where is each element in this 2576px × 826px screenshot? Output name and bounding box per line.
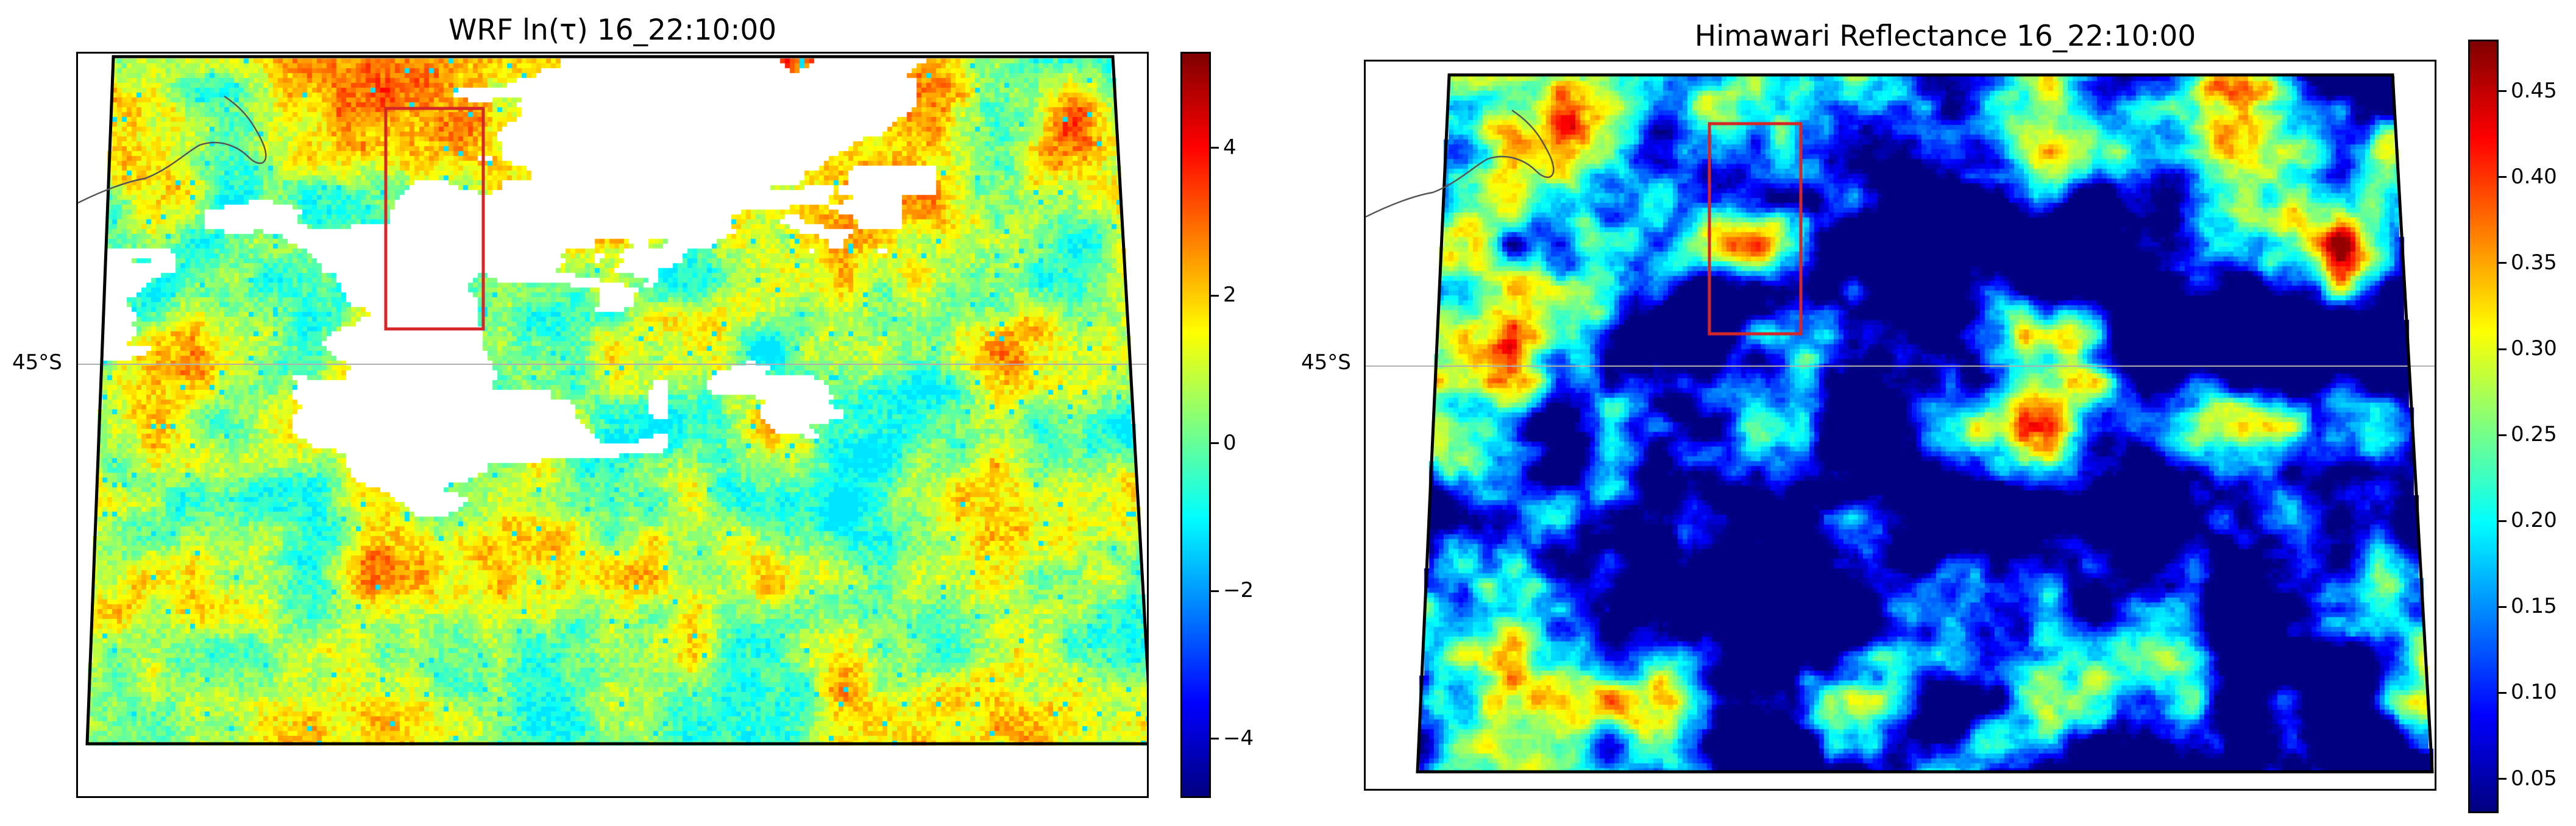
colorbar-tick-mark <box>1210 738 1219 740</box>
left-map-plot <box>76 52 1149 798</box>
colorbar-tick-mark <box>2498 90 2507 93</box>
colorbar-tick-mark <box>1210 294 1219 297</box>
left-panel-title: WRF ln(τ) 16_22:10:00 <box>448 13 777 47</box>
colorbar-tick-label: 0 <box>1223 430 1237 455</box>
colorbar-tick-label: 0.15 <box>2511 594 2557 619</box>
left-colorbar-gradient <box>1182 54 1209 796</box>
colorbar-tick-mark <box>2498 262 2507 264</box>
right-colorbar <box>2468 40 2499 813</box>
colorbar-tick-label: 2 <box>1223 283 1237 308</box>
coastline <box>1366 109 1555 218</box>
right-lat-label: 45°S <box>1301 350 1351 375</box>
colorbar-tick-label: 0.45 <box>2511 78 2557 103</box>
coastline <box>78 95 267 204</box>
highlight-region-box <box>384 107 485 331</box>
colorbar-tick-mark <box>2498 176 2507 178</box>
right-heatmap-field <box>1366 62 2435 789</box>
colorbar-tick-label: 0.05 <box>2511 766 2557 791</box>
colorbar-tick-mark <box>1210 147 1219 149</box>
colorbar-tick-label: 0.35 <box>2511 250 2557 275</box>
left-colorbar <box>1180 52 1211 798</box>
colorbar-tick-mark <box>1210 442 1219 445</box>
colorbar-tick-mark <box>1210 590 1219 592</box>
model-domain-outline <box>85 55 1147 746</box>
right-map-plot <box>1364 60 2436 791</box>
colorbar-tick-label: 0.10 <box>2511 680 2557 705</box>
colorbar-tick-mark <box>2498 605 2507 608</box>
left-heatmap-field <box>78 54 1147 796</box>
left-lat-label: 45°S <box>12 350 62 375</box>
colorbar-tick-mark <box>2498 691 2507 694</box>
right-map-overlay <box>1366 73 2435 774</box>
colorbar-tick-label: 0.25 <box>2511 422 2557 447</box>
colorbar-tick-label: 4 <box>1223 135 1237 160</box>
right-colorbar-gradient <box>2470 41 2497 811</box>
left-map-overlay <box>78 55 1147 746</box>
colorbar-tick-label: −4 <box>1223 725 1254 750</box>
colorbar-tick-label: 0.40 <box>2511 164 2557 189</box>
colorbar-tick-label: −2 <box>1223 578 1254 603</box>
colorbar-tick-label: 0.30 <box>2511 336 2557 361</box>
model-domain-outline <box>1416 73 2434 774</box>
right-panel-title: Himawari Reflectance 16_22:10:00 <box>1694 19 2196 53</box>
colorbar-tick-label: 0.20 <box>2511 508 2557 533</box>
highlight-region-box <box>1708 122 1803 336</box>
colorbar-tick-mark <box>2498 348 2507 350</box>
colorbar-tick-mark <box>2498 778 2507 780</box>
colorbar-tick-mark <box>2498 434 2507 436</box>
colorbar-tick-mark <box>2498 520 2507 522</box>
